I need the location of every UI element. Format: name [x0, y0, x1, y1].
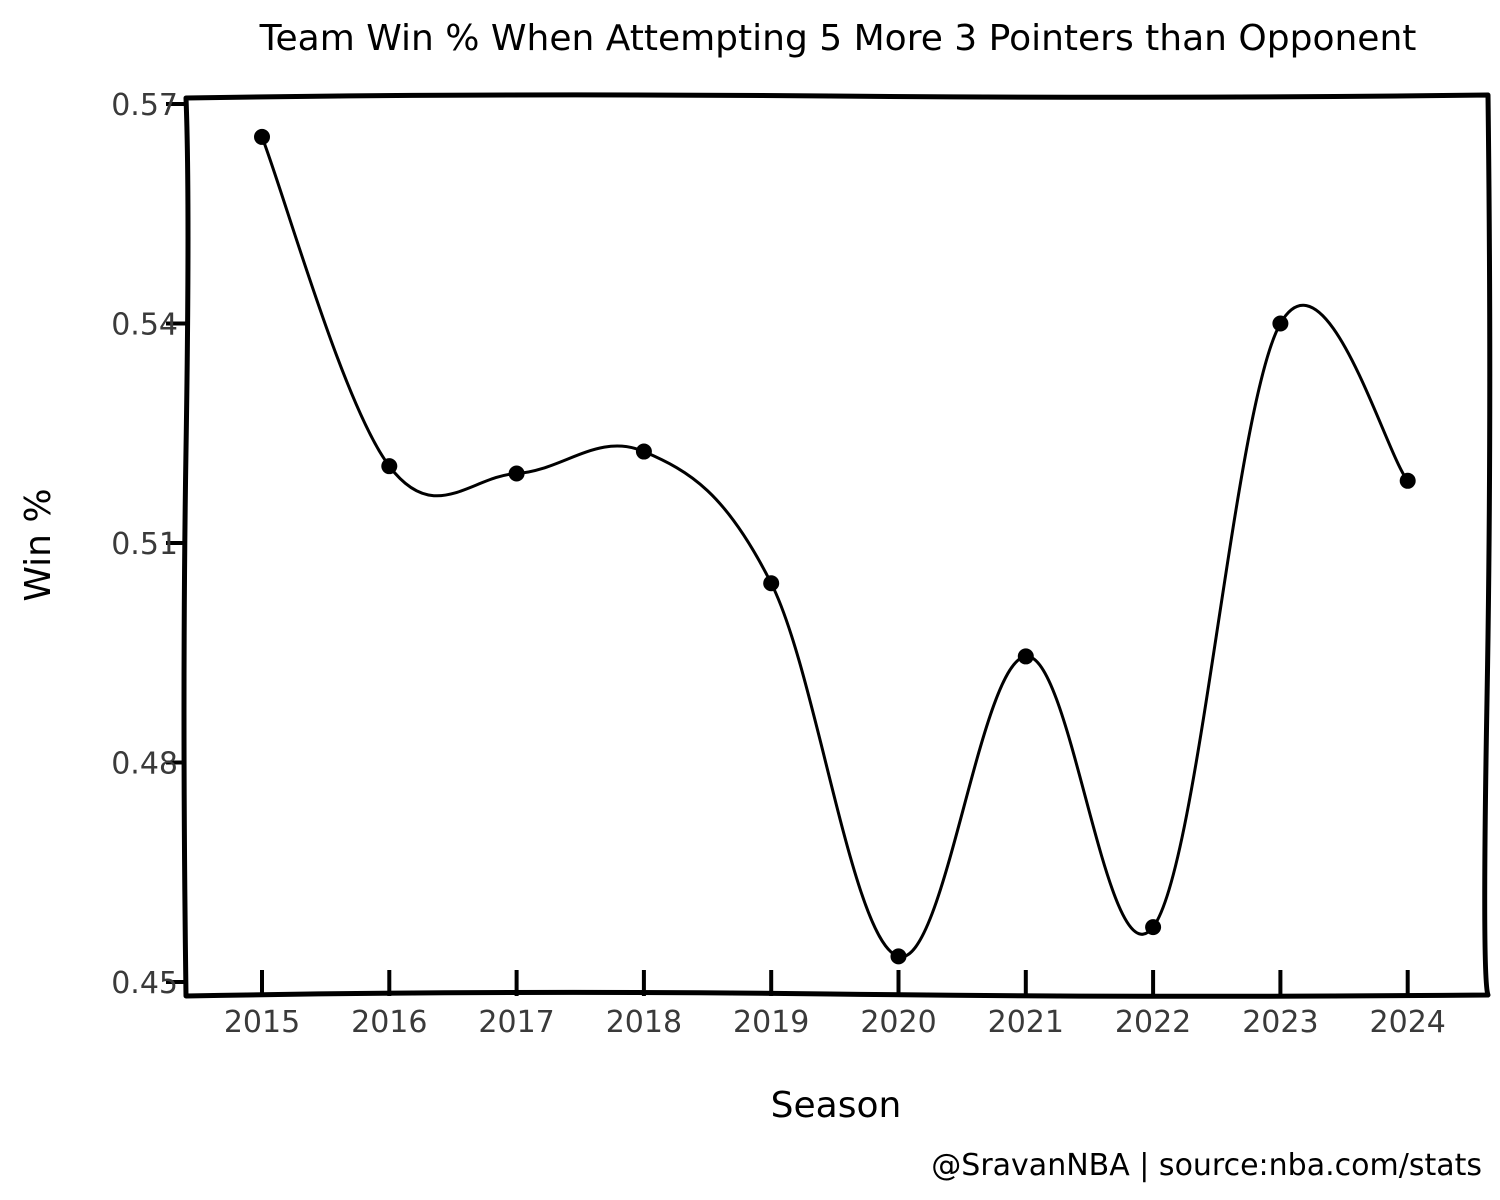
plot-frame — [181, 92, 1493, 999]
data-point-2015 — [254, 128, 270, 145]
data-point-2023 — [1272, 315, 1289, 332]
y-tick-label: 0.45 — [111, 966, 178, 1001]
x-tick-label: 2024 — [1370, 1005, 1446, 1040]
x-tick-label: 2017 — [478, 1005, 554, 1040]
credit-text: @SravanNBA | source:nba.com/stats — [931, 1148, 1482, 1183]
y-axis-ticks: 0.45 0.48 0.51 0.54 0.57 — [111, 88, 186, 1001]
chart-title: Team Win % When Attempting 5 More 3 Poin… — [259, 18, 1417, 59]
x-tick-label: 2015 — [224, 1005, 300, 1040]
series-line — [260, 135, 1410, 958]
y-tick-label: 0.48 — [111, 747, 178, 782]
data-point-2018 — [635, 443, 652, 460]
x-tick-label: 2021 — [988, 1005, 1064, 1040]
data-point-2020 — [890, 948, 907, 965]
series-points-group — [254, 128, 1416, 965]
x-tick-label: 2016 — [351, 1005, 427, 1040]
x-axis-title: Season — [771, 1085, 902, 1126]
series-line-group — [260, 135, 1410, 958]
x-tick-label: 2023 — [1242, 1005, 1318, 1040]
y-axis-title: Win % — [18, 488, 59, 601]
y-tick-label: 0.54 — [111, 308, 178, 343]
x-tick-label: 2022 — [1115, 1005, 1191, 1040]
y-tick-label: 0.57 — [111, 88, 178, 123]
x-axis-ticks: 2015 2016 2017 2018 2019 2020 2021 2022 2023 2024 — [224, 970, 1446, 1040]
x-tick-label: 2020 — [860, 1005, 936, 1040]
data-point-2019 — [763, 575, 780, 592]
x-tick-label: 2019 — [733, 1005, 809, 1040]
data-point-2017 — [508, 465, 525, 482]
data-point-2024 — [1399, 472, 1416, 489]
data-point-2016 — [381, 458, 398, 475]
data-point-2022 — [1145, 919, 1162, 936]
y-tick-label: 0.51 — [111, 527, 178, 562]
data-point-2021 — [1017, 648, 1034, 665]
x-tick-label: 2018 — [606, 1005, 682, 1040]
